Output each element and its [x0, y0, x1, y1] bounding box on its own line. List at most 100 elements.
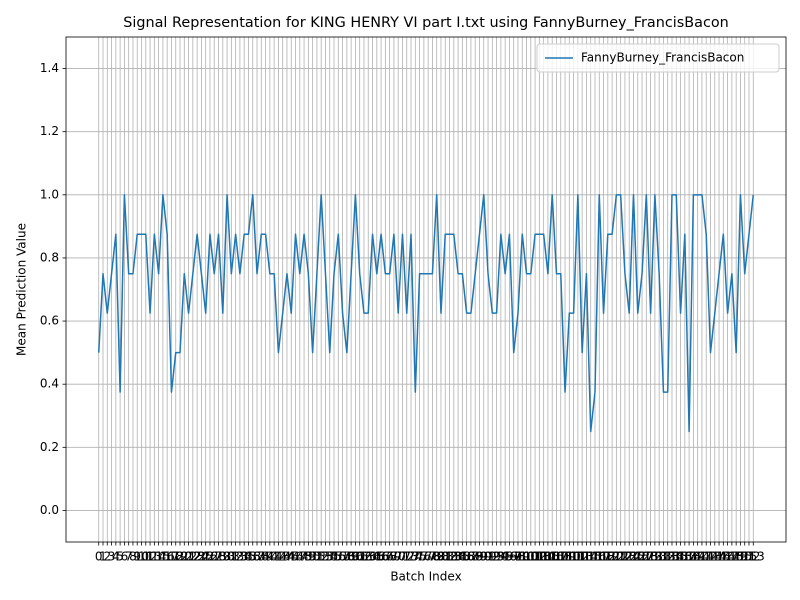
x-tick-label: 79 — [429, 550, 444, 564]
x-tick-label: 118 — [592, 550, 615, 564]
x-tick-label: 61 — [352, 550, 367, 564]
x-tick-label: 49 — [301, 550, 316, 564]
x-tick-label: 55 — [326, 550, 341, 564]
x-tick-label: 98 — [510, 550, 525, 564]
x-tick-label: 96 — [502, 550, 517, 564]
x-tick-label: 58 — [339, 550, 354, 564]
x-tick-label: 67 — [378, 550, 393, 564]
x-tick-label: 131 — [648, 550, 671, 564]
x-tick-label: 5 — [116, 550, 124, 564]
y-tick-label: 1.2 — [40, 124, 59, 138]
x-tick-label: 14 — [151, 550, 166, 564]
x-tick-label: 10 — [134, 550, 149, 564]
x-tick-label: 48 — [296, 550, 311, 564]
x-tick-label: 43 — [275, 550, 290, 564]
x-tick-label: 148 — [720, 550, 743, 564]
x-tick-label: 123 — [613, 550, 636, 564]
x-tick-label: 122 — [609, 550, 632, 564]
x-tick-label: 115 — [579, 550, 602, 564]
x-tick-label: 82 — [442, 550, 457, 564]
x-tick-label: 19 — [172, 550, 187, 564]
x-tick-label: 9 — [133, 550, 141, 564]
x-tick-label: 24 — [194, 550, 209, 564]
x-tick-label: 100 — [515, 550, 538, 564]
x-tick-label: 20 — [177, 550, 192, 564]
chart-title: Signal Representation for KING HENRY VI … — [123, 15, 729, 31]
x-tick-label: 4 — [112, 550, 120, 564]
x-tick-label: 121 — [605, 550, 628, 564]
x-tick-label: 3 — [108, 550, 116, 564]
x-tick-label: 51 — [309, 550, 324, 564]
x-tick-label: 72 — [399, 550, 414, 564]
x-tick-label: 76 — [416, 550, 431, 564]
x-tick-label: 102 — [524, 550, 547, 564]
x-tick-label: 89 — [472, 550, 487, 564]
y-tick-label: 0.6 — [40, 314, 59, 328]
legend: FannyBurney_FrancisBacon — [536, 43, 780, 73]
x-tick-label: 71 — [395, 550, 410, 564]
data-line — [97, 194, 755, 433]
x-tick-label: 16 — [160, 550, 175, 564]
x-tick-label: 97 — [506, 550, 521, 564]
x-tick-label: 15 — [155, 550, 170, 564]
x-tick-label: 35 — [241, 550, 256, 564]
x-tick-label: 50 — [305, 550, 320, 564]
x-tick-label: 32 — [228, 550, 243, 564]
x-tick-label: 29 — [215, 550, 230, 564]
x-tick-label: 78 — [425, 550, 440, 564]
x-tick-label: 140 — [686, 550, 709, 564]
x-tick-label: 85 — [455, 550, 470, 564]
plot-area: 0123456789101112131415161718192021222324… — [40, 36, 787, 564]
x-tick-label: 42 — [271, 550, 286, 564]
x-tick-label: 30 — [219, 550, 234, 564]
x-tick-label: 110 — [558, 550, 581, 564]
x-tick-label: 44 — [279, 550, 294, 564]
x-tick-label: 91 — [480, 550, 495, 564]
x-tick-label: 86 — [459, 550, 474, 564]
x-tick-label: 59 — [343, 550, 358, 564]
x-tick-label: 152 — [738, 550, 761, 564]
x-tick-label: 111 — [562, 550, 585, 564]
x-tick-label: 136 — [669, 550, 692, 564]
x-tick-label: 84 — [450, 550, 465, 564]
x-tick-label: 7 — [125, 550, 133, 564]
x-tick-label: 127 — [631, 550, 654, 564]
x-tick-label: 141 — [690, 550, 713, 564]
x-tick-label: 33 — [232, 550, 247, 564]
x-tick-label: 53 — [318, 550, 333, 564]
x-tick-label: 101 — [519, 550, 542, 564]
x-tick-label: 117 — [588, 550, 611, 564]
x-tick-label: 125 — [622, 550, 645, 564]
x-tick-label: 147 — [716, 550, 739, 564]
x-tick-label: 93 — [489, 550, 504, 564]
x-tick-label: 39 — [258, 550, 273, 564]
x-tick-label: 77 — [420, 550, 435, 564]
x-tick-label: 143 — [699, 550, 722, 564]
x-tick-label: 25 — [198, 550, 213, 564]
x-tick-label: 129 — [639, 550, 662, 564]
x-tick-label: 83 — [446, 550, 461, 564]
x-tick-label: 139 — [682, 550, 705, 564]
x-tick-label: 132 — [652, 550, 675, 564]
x-tick-label: 135 — [665, 550, 688, 564]
x-tick-label: 23 — [189, 550, 204, 564]
y-tick-label: 0.2 — [40, 440, 59, 454]
x-tick-label: 137 — [673, 550, 696, 564]
x-tick-label: 88 — [468, 550, 483, 564]
x-tick-label: 1 — [99, 550, 107, 564]
x-tick-label: 92 — [485, 550, 500, 564]
x-tick-label: 74 — [408, 550, 423, 564]
x-tick-label: 99 — [515, 550, 530, 564]
x-tick-label: 60 — [348, 550, 363, 564]
y-tick-label: 1.4 — [40, 61, 59, 75]
x-tick-label: 27 — [207, 550, 222, 564]
x-tick-label: 130 — [643, 550, 666, 564]
y-tick-label: 1.0 — [40, 187, 59, 201]
x-tick-label: 36 — [245, 550, 260, 564]
x-tick-label: 134 — [661, 550, 684, 564]
x-tick-label: 138 — [678, 550, 701, 564]
x-tick-label: 47 — [292, 550, 307, 564]
x-tick-label: 90 — [476, 550, 491, 564]
x-tick-label: 21 — [181, 550, 196, 564]
